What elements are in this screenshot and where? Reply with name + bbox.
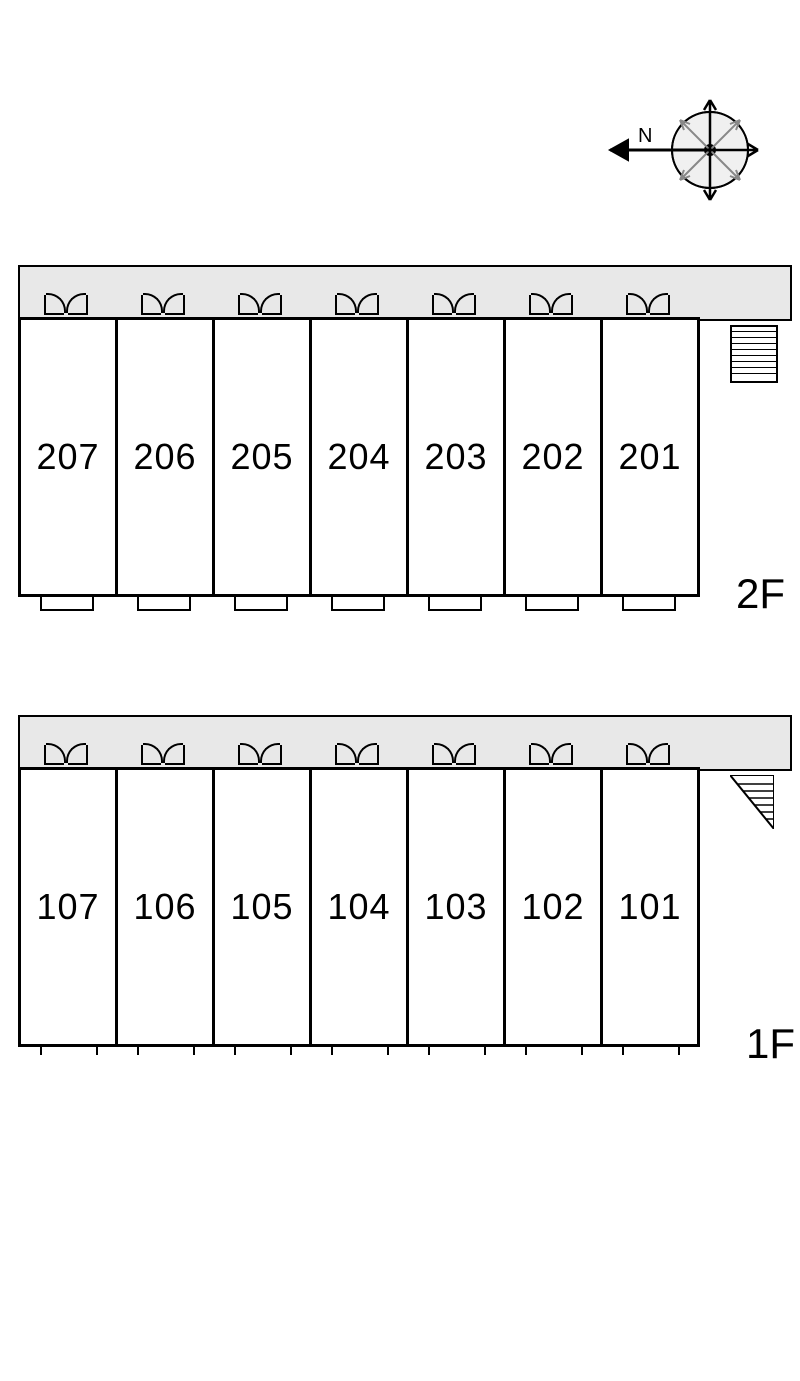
corridor-2f — [18, 265, 792, 321]
door-icon — [335, 297, 379, 315]
floor-label-1f: 1F — [746, 1020, 795, 1068]
unit-label: 104 — [327, 886, 390, 928]
door-icon — [626, 297, 670, 315]
unit-label: 201 — [618, 436, 681, 478]
window-mark-icon — [137, 1045, 195, 1055]
unit-label: 107 — [36, 886, 99, 928]
unit-106: 106 — [115, 767, 215, 1047]
window-mark-icon — [331, 1045, 389, 1055]
balcony-icon — [40, 597, 94, 611]
door-icon — [335, 747, 379, 765]
door-icon — [432, 297, 476, 315]
unit-202: 202 — [503, 317, 603, 597]
window-mark-icon — [622, 1045, 680, 1055]
door-icon — [141, 297, 185, 315]
balcony-icon — [137, 597, 191, 611]
unit-207: 207 — [18, 317, 118, 597]
unit-label: 204 — [327, 436, 390, 478]
unit-label: 102 — [521, 886, 584, 928]
door-icon — [626, 747, 670, 765]
door-icon — [529, 297, 573, 315]
unit-label: 205 — [230, 436, 293, 478]
balcony-icon — [234, 597, 288, 611]
unit-105: 105 — [212, 767, 312, 1047]
balcony-icon — [622, 597, 676, 611]
unit-label: 203 — [424, 436, 487, 478]
door-icon — [432, 747, 476, 765]
unit-label: 103 — [424, 886, 487, 928]
floor-1: 1F 107106105104103102101 — [18, 715, 788, 1075]
north-label: N — [638, 125, 652, 147]
stairs-icon — [730, 325, 778, 383]
balcony-icon — [525, 597, 579, 611]
window-mark-icon — [40, 1045, 98, 1055]
unit-204: 204 — [309, 317, 409, 597]
unit-107: 107 — [18, 767, 118, 1047]
unit-label: 106 — [133, 886, 196, 928]
unit-label: 207 — [36, 436, 99, 478]
unit-103: 103 — [406, 767, 506, 1047]
balcony-icon — [331, 597, 385, 611]
window-mark-icon — [234, 1045, 292, 1055]
unit-101: 101 — [600, 767, 700, 1047]
door-icon — [529, 747, 573, 765]
floorplan-page: N 2F 207 206 205 204 203 202 201 — [0, 0, 800, 1381]
stairs-icon — [730, 775, 774, 829]
floor-label-2f: 2F — [736, 570, 785, 618]
corridor-1f — [18, 715, 792, 771]
unit-201: 201 — [600, 317, 700, 597]
window-mark-icon — [428, 1045, 486, 1055]
unit-205: 205 — [212, 317, 312, 597]
unit-206: 206 — [115, 317, 215, 597]
door-icon — [238, 297, 282, 315]
unit-label: 206 — [133, 436, 196, 478]
unit-label: 105 — [230, 886, 293, 928]
unit-label: 202 — [521, 436, 584, 478]
door-icon — [44, 297, 88, 315]
unit-104: 104 — [309, 767, 409, 1047]
door-icon — [44, 747, 88, 765]
unit-label: 101 — [618, 886, 681, 928]
floor-2: 2F 207 206 205 204 203 202 201 — [18, 265, 788, 625]
door-icon — [141, 747, 185, 765]
door-icon — [238, 747, 282, 765]
unit-102: 102 — [503, 767, 603, 1047]
unit-203: 203 — [406, 317, 506, 597]
balcony-icon — [428, 597, 482, 611]
compass-icon: N — [590, 80, 770, 220]
window-mark-icon — [525, 1045, 583, 1055]
